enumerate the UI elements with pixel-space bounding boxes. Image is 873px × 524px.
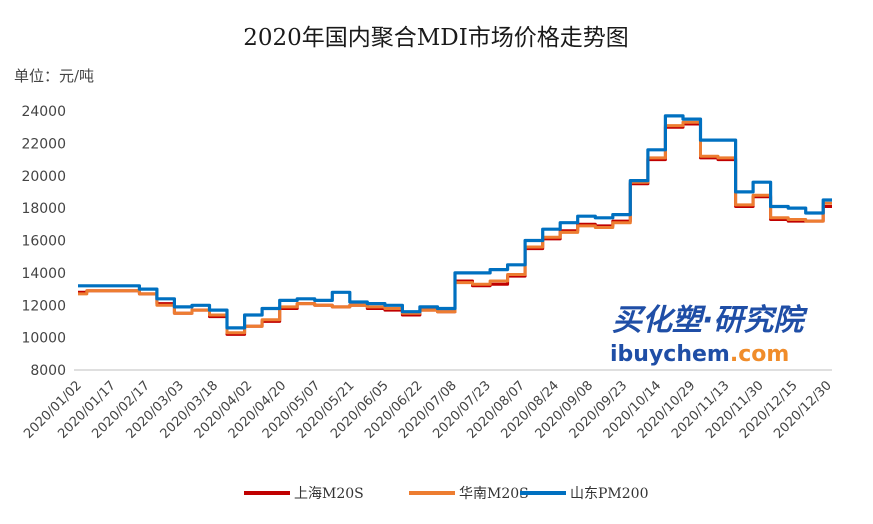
watermark-cn: 买化塑·研究院: [612, 303, 808, 338]
watermark-en-suffix: .com: [730, 342, 789, 367]
watermark-en: ibuychem.com: [610, 342, 789, 367]
legend-label-0: 上海M20S: [294, 486, 364, 502]
y-axis: 8000 10000 12000 14000 16000 18000 20000 22000 2…: [21, 104, 66, 379]
y-tick-label: 18000: [21, 201, 66, 217]
legend-label-1: 华南M20S: [459, 486, 529, 502]
chart-title: 2020年国内聚合MDI市场价格走势图: [243, 25, 629, 51]
series-line-2: [78, 114, 832, 330]
y-tick-label: 22000: [21, 136, 66, 152]
series-line-1: [78, 120, 832, 335]
unit-label: 单位：元/吨: [14, 67, 94, 85]
plot-area: [78, 114, 832, 336]
y-tick-label: 24000: [21, 104, 66, 120]
y-tick-label: 10000: [21, 331, 66, 347]
y-tick-label: 8000: [30, 363, 66, 379]
y-tick-label: 16000: [21, 234, 66, 250]
x-axis: 2020/01/022020/01/172020/02/172020/03/03…: [21, 378, 835, 442]
watermark-en-prefix: ibuychem: [610, 342, 730, 367]
y-tick-label: 14000: [21, 266, 66, 282]
legend-label-2: 山东PM200: [570, 486, 648, 502]
y-tick-label: 20000: [21, 169, 66, 185]
y-tick-label: 12000: [21, 298, 66, 314]
legend: 上海M20S 华南M20S 山东PM200: [244, 486, 648, 502]
watermark: 买化塑·研究院 ibuychem.com: [610, 303, 808, 367]
